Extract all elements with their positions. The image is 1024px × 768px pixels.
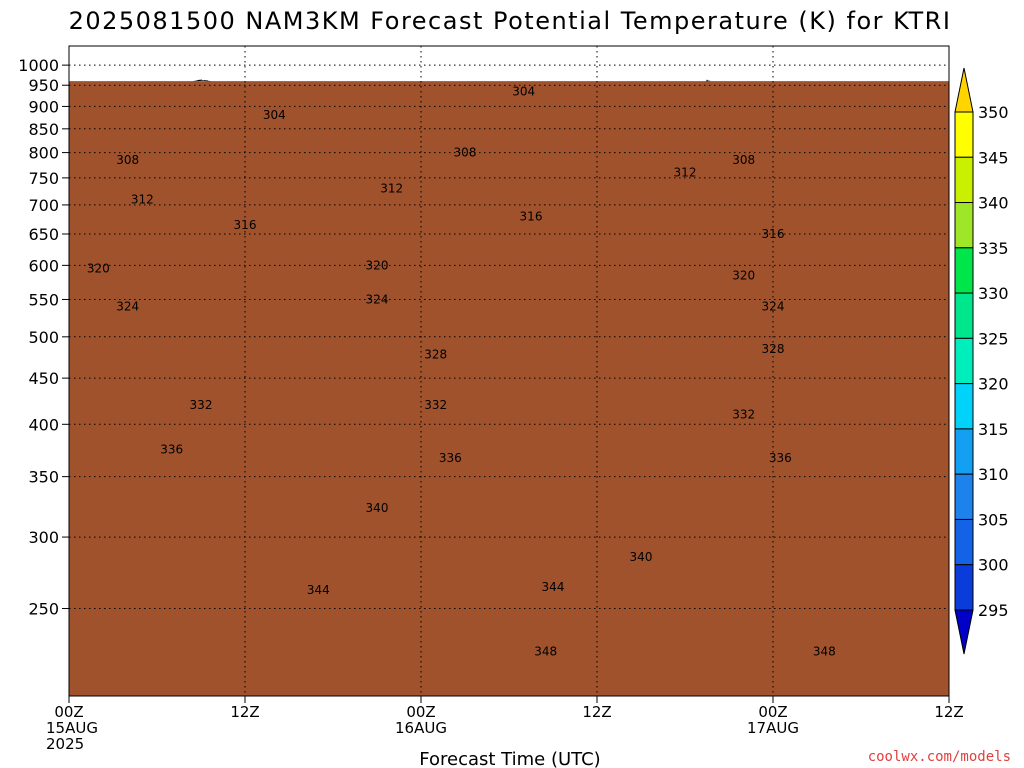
chart-title: 2025081500 NAM3KM Forecast Potential Tem… [69,7,952,35]
